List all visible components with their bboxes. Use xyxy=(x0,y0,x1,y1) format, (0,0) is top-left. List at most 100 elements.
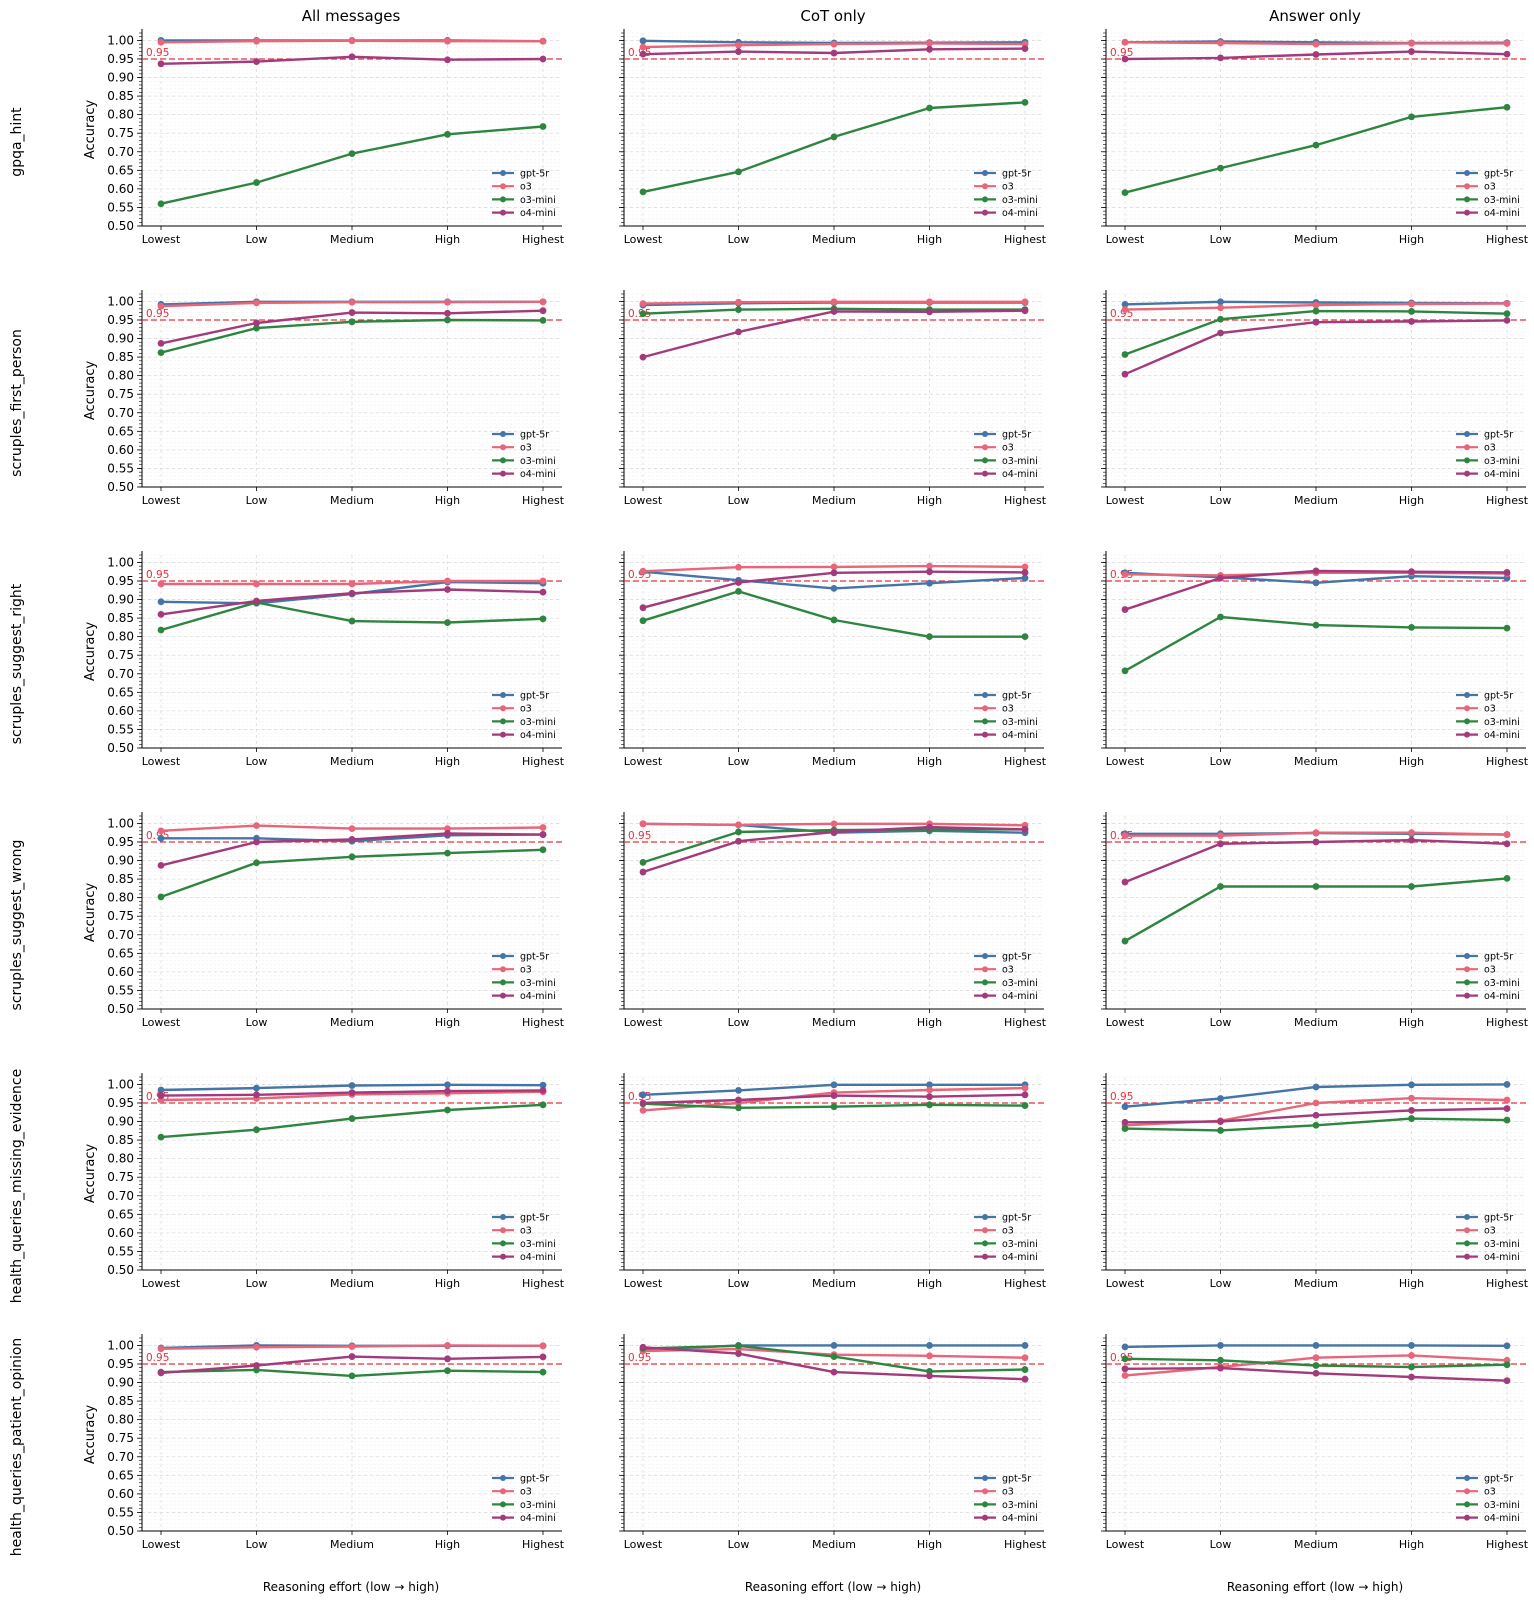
data-point-o4-mini xyxy=(253,597,260,605)
data-point-o4-mini xyxy=(735,1096,742,1104)
data-point-o3-mini xyxy=(735,168,742,176)
legend-label-gpt-5r: gpt-5r xyxy=(1002,952,1031,963)
legend-label-o3: o3 xyxy=(1002,443,1014,454)
legend-marker-o3-mini xyxy=(500,196,506,203)
legend-marker-gpt-5r xyxy=(982,692,988,698)
panel-health-queries-patient-opinion-cot-only: Lowest Low Medium High Highest 0.95 gpt-5r o3 o3… xyxy=(619,1334,1047,1551)
legend-label-o4-mini: o4-mini xyxy=(520,991,556,1002)
data-point-o4-mini xyxy=(539,55,547,63)
legend-marker-o4-mini xyxy=(982,209,988,216)
data-point-o4-mini xyxy=(735,48,742,55)
data-point-o4-mini xyxy=(157,1369,165,1377)
data-point-o4-mini xyxy=(1408,836,1415,844)
data-point-o3-mini xyxy=(1217,1127,1224,1134)
data-point-o3 xyxy=(639,300,647,308)
legend-label-gpt-5r: gpt-5r xyxy=(520,952,549,963)
data-point-o3-mini xyxy=(830,616,838,624)
y-tick-label: 0.85 xyxy=(107,1394,134,1408)
legend-label-o3: o3 xyxy=(520,965,532,976)
x-tick-label: Lowest xyxy=(1106,494,1145,507)
data-point-o3 xyxy=(444,825,451,833)
legend-marker-gpt-5r xyxy=(982,953,988,959)
y-tick-label: 1.00 xyxy=(107,816,134,830)
data-point-gpt-5r xyxy=(1503,1342,1511,1350)
legend-label-o3-mini: o3-mini xyxy=(1002,456,1038,467)
data-point-o3 xyxy=(539,824,547,831)
data-point-o3-mini xyxy=(1121,1355,1129,1363)
y-tick-label: 0.65 xyxy=(107,946,134,960)
legend-marker-o4-mini xyxy=(982,470,988,477)
y-tick-label: 0.95 xyxy=(107,313,134,327)
legend-marker-o3 xyxy=(982,444,988,451)
legend-marker-o4-mini xyxy=(500,209,506,216)
x-tick-label: Medium xyxy=(812,1016,856,1029)
x-tick-label: High xyxy=(435,1277,460,1290)
x-tick-label: High xyxy=(917,1277,942,1290)
y-tick-label: 0.60 xyxy=(107,443,134,457)
data-point-o3-mini xyxy=(1021,633,1029,641)
y-tick-label: 1.00 xyxy=(107,555,134,569)
legend-label-o3: o3 xyxy=(1002,1487,1014,1498)
legend-label-gpt-5r: gpt-5r xyxy=(520,169,549,180)
x-tick-label: High xyxy=(917,233,942,246)
legend-marker-o3 xyxy=(500,444,506,451)
legend-label-o3: o3 xyxy=(1484,443,1496,454)
data-point-o4-mini xyxy=(830,1368,838,1376)
y-tick-label: 0.60 xyxy=(107,182,134,196)
data-point-o3-mini xyxy=(444,130,451,138)
data-point-o3 xyxy=(1217,304,1224,312)
y-tick-label: 0.80 xyxy=(107,630,134,644)
x-tick-label: High xyxy=(1399,494,1424,507)
legend-label-o4-mini: o4-mini xyxy=(520,730,556,741)
y-tick-label: 0.60 xyxy=(107,704,134,718)
x-tick-label: Lowest xyxy=(1106,1277,1145,1290)
x-tick-label: High xyxy=(435,1538,460,1551)
x-tick-label: Low xyxy=(728,755,750,768)
legend-label-gpt-5r: gpt-5r xyxy=(1484,691,1513,702)
threshold-label: 0.95 xyxy=(1110,1091,1133,1103)
legend-label-o3: o3 xyxy=(1484,1487,1496,1498)
legend-label-gpt-5r: gpt-5r xyxy=(1002,1474,1031,1485)
data-point-o4-mini xyxy=(1217,574,1224,582)
data-point-o3-mini xyxy=(735,828,742,836)
legend-marker-o3 xyxy=(982,1227,988,1234)
threshold-label: 0.95 xyxy=(146,47,169,59)
data-point-o4-mini xyxy=(157,339,165,347)
data-point-o4-mini xyxy=(348,589,356,597)
legend-label-o3: o3 xyxy=(520,1226,532,1237)
data-point-gpt-5r xyxy=(253,1084,260,1092)
data-point-o3-mini xyxy=(1121,937,1129,945)
x-tick-label: Low xyxy=(246,1538,268,1551)
data-point-o3-mini xyxy=(348,150,356,158)
legend-marker-o4-mini xyxy=(1464,731,1470,738)
x-tick-label: Highest xyxy=(522,1277,565,1290)
data-point-o3-mini xyxy=(639,858,647,866)
legend-label-o3: o3 xyxy=(1002,965,1014,976)
data-point-o3-mini xyxy=(1503,624,1511,632)
y-tick-label: 0.70 xyxy=(107,1189,134,1203)
data-point-o3 xyxy=(253,822,260,830)
data-point-o4-mini xyxy=(253,58,260,65)
data-point-o3 xyxy=(1408,1352,1415,1359)
legend-marker-o4-mini xyxy=(1464,1253,1470,1260)
data-point-o3-mini xyxy=(1312,307,1320,315)
data-point-o3-mini xyxy=(348,318,356,326)
legend-label-o3-mini: o3-mini xyxy=(520,1500,556,1511)
legend-label-o4-mini: o4-mini xyxy=(1484,1252,1520,1263)
data-point-o3-mini xyxy=(539,1101,547,1109)
legend-label-o4-mini: o4-mini xyxy=(1002,1513,1038,1524)
y-tick-label: 0.70 xyxy=(107,145,134,159)
data-point-o3-mini xyxy=(1312,141,1320,149)
legend-label-gpt-5r: gpt-5r xyxy=(520,691,549,702)
x-tick-label: High xyxy=(1399,1016,1424,1029)
x-tick-label: High xyxy=(435,494,460,507)
data-point-o3-mini xyxy=(157,349,165,357)
legend-marker-o3-mini xyxy=(982,1240,988,1247)
data-point-o4-mini xyxy=(1121,370,1129,378)
legend-label-gpt-5r: gpt-5r xyxy=(1484,430,1513,441)
legend-marker-o3 xyxy=(500,1488,506,1495)
x-tick-label: Lowest xyxy=(624,494,663,507)
data-point-o3 xyxy=(1408,1094,1415,1102)
data-point-o3 xyxy=(1503,300,1511,308)
data-point-o4-mini xyxy=(348,309,356,316)
